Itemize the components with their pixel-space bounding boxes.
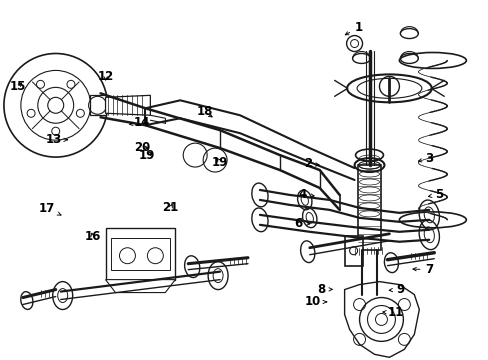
Text: 20: 20 bbox=[134, 141, 150, 154]
Ellipse shape bbox=[20, 292, 33, 310]
Text: 11: 11 bbox=[382, 306, 403, 319]
Text: 5: 5 bbox=[427, 188, 443, 201]
Text: 19: 19 bbox=[139, 149, 155, 162]
Ellipse shape bbox=[384, 253, 398, 273]
Text: 15: 15 bbox=[10, 80, 26, 93]
Polygon shape bbox=[105, 280, 175, 293]
Text: 17: 17 bbox=[39, 202, 61, 215]
Text: 2: 2 bbox=[303, 157, 318, 170]
Ellipse shape bbox=[300, 241, 314, 262]
Polygon shape bbox=[357, 165, 381, 250]
Polygon shape bbox=[105, 95, 150, 115]
Text: 13: 13 bbox=[45, 133, 67, 146]
Polygon shape bbox=[344, 282, 419, 357]
Ellipse shape bbox=[184, 256, 200, 278]
Text: 1: 1 bbox=[345, 21, 362, 35]
Text: 21: 21 bbox=[162, 202, 178, 215]
Text: 19: 19 bbox=[211, 156, 228, 168]
Polygon shape bbox=[110, 238, 170, 270]
Text: 16: 16 bbox=[84, 230, 101, 243]
Text: 6: 6 bbox=[293, 216, 309, 230]
Text: 3: 3 bbox=[418, 152, 433, 165]
Text: 4: 4 bbox=[298, 188, 313, 201]
Bar bbox=[344, 236, 362, 266]
Text: 18: 18 bbox=[196, 105, 212, 118]
Text: 10: 10 bbox=[304, 296, 326, 309]
Text: 9: 9 bbox=[388, 283, 404, 296]
Text: 14: 14 bbox=[129, 116, 150, 129]
Text: 8: 8 bbox=[317, 283, 332, 296]
Polygon shape bbox=[89, 95, 105, 115]
Polygon shape bbox=[105, 228, 175, 280]
Text: 12: 12 bbox=[97, 69, 114, 82]
Text: 7: 7 bbox=[412, 263, 433, 276]
